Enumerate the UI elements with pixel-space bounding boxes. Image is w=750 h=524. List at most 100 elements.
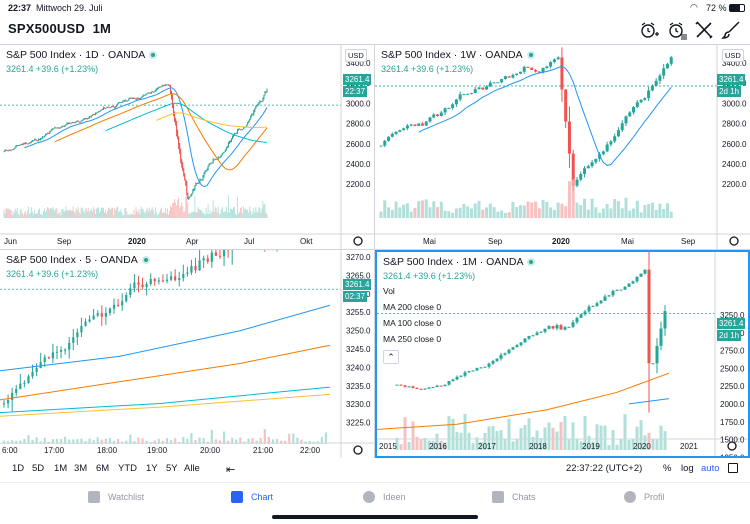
volume-bar [535,430,539,450]
timeframe-ytd[interactable]: YTD [118,463,137,474]
candle-body [100,313,103,317]
volume-bar [447,416,451,450]
fullscreen-icon[interactable] [728,463,738,473]
tab-chart[interactable]: Chart [231,491,273,503]
timeframe-3m[interactable]: 3M [74,463,88,474]
candle-body [194,265,197,271]
timeframe-alle[interactable]: Alle [184,463,200,474]
x-tick-label: 6:00 [2,446,18,455]
candle-body [133,282,136,289]
x-tick-label: 2021 [680,442,698,451]
tab-ideen[interactable]: Ideen [363,491,406,503]
chart-canvas-1d[interactable]: 3400.03200.03000.02800.02600.02400.02200… [0,45,374,249]
indicator-vol[interactable]: Vol [383,286,395,296]
chart-pane-1d[interactable]: 3400.03200.03000.02800.02600.02400.02200… [0,45,374,249]
candle-body [104,107,105,109]
settings-icon [353,445,363,455]
candle-body [58,127,60,129]
volume-bar [451,418,455,450]
volume-bar [245,208,247,218]
candle-body [84,321,87,326]
symbol-name[interactable]: SPX500USD [8,21,85,36]
date-range-icon[interactable]: ⇤ [226,464,236,476]
candle-body [173,105,175,113]
candle-body [64,125,66,127]
chart-pane-5m[interactable]: 3270.03265.03260.03255.03250.03245.03240… [0,250,374,458]
candle-body [654,80,658,86]
candle-body [125,100,127,102]
log-toggle[interactable]: log [681,463,694,474]
currency-label[interactable]: USD [345,49,367,62]
candle-body [13,148,15,150]
indicator-ma100[interactable]: MA 100 close 0 [383,318,442,328]
symbol-title[interactable]: SPX500USD 1M [8,21,111,36]
volume-bar [26,211,28,218]
timeframe-1y[interactable]: 1Y [146,463,158,474]
tab-label: Chats [512,492,536,502]
chart-canvas-5m[interactable]: 3270.03265.03260.03255.03250.03245.03240… [0,250,374,458]
timeframe-5d[interactable]: 5D [32,463,45,474]
chart-canvas-1m[interactable]: 3250.03000.02750.02500.02250.02000.01750… [377,252,748,456]
tab-watchlist[interactable]: Watchlist [88,491,144,503]
candle-body [54,127,56,129]
volume-bar [190,213,192,218]
volume-bar [647,204,651,218]
candle-body [3,151,5,153]
volume-bar [79,213,81,218]
volume-bar [203,212,205,218]
currency-label[interactable]: USD [722,49,744,62]
indicator-ma250[interactable]: MA 250 close 0 [383,334,442,344]
alarm-add-icon[interactable] [638,19,660,41]
candle-body [76,120,78,122]
auto-toggle[interactable]: auto [701,463,720,474]
tab-profil[interactable]: Profil [624,491,665,503]
candle-body [443,384,447,386]
tab-chats[interactable]: Chats [492,491,536,503]
volume-bar [379,211,383,218]
candle-body [665,63,669,69]
timeframe-1m[interactable]: 1M [54,463,68,474]
pane-price-change: 3261.4 +39.6 (+1.23%) [6,64,99,74]
timeframe-6m[interactable]: 6M [96,463,110,474]
chart-pane-1w[interactable]: 3400.03200.03000.02800.02600.02400.02200… [375,45,750,249]
volume-bar [162,212,164,218]
candle-body [224,149,226,152]
percent-toggle[interactable]: % [663,463,672,474]
alarm-list-icon[interactable] [666,19,688,41]
indicator-ma200[interactable]: MA 200 close 0 [383,302,442,312]
volume-bar [240,208,242,218]
timeframe-1d[interactable]: 1D [12,463,25,474]
y-tick-label: 3240.0 [346,363,371,372]
candle-body [156,88,158,90]
chart-canvas-1w[interactable]: 3400.03200.03000.02800.02600.02400.02200… [375,45,750,249]
timeframe-5y[interactable]: 5Y [166,463,178,474]
candle-body [248,120,250,123]
collapse-legend-button[interactable]: ⌃ [383,350,399,364]
volume-bar [59,439,63,444]
volume-bar [237,196,238,218]
x-tick-label: Sep [681,237,696,246]
interval-label[interactable]: 1M [92,21,112,36]
volume-bar [587,435,591,450]
tab-label: Watchlist [108,492,145,502]
volume-bar [11,215,13,218]
candle-body [11,392,14,401]
ma-line-yellow [0,393,331,417]
candle-body [590,162,594,167]
brush-icon[interactable] [720,19,742,41]
chart-pane-1m-active[interactable]: 3250.03000.02750.02500.02250.02000.01750… [375,250,750,458]
candle-body [189,196,191,198]
tools-icon[interactable] [693,19,715,41]
candle-body [137,97,139,99]
volume-bar [68,210,70,218]
volume-bar [50,207,52,218]
clock-label[interactable]: 22:37:22 (UTC+2) [566,463,643,474]
volume-bar [83,212,85,218]
volume-bar [628,210,632,218]
candle-body [415,387,419,389]
candle-body [28,142,30,144]
volume-bar [176,205,178,218]
candle-body [261,101,263,103]
volume-bar [477,200,481,218]
volume-bar [549,207,553,218]
